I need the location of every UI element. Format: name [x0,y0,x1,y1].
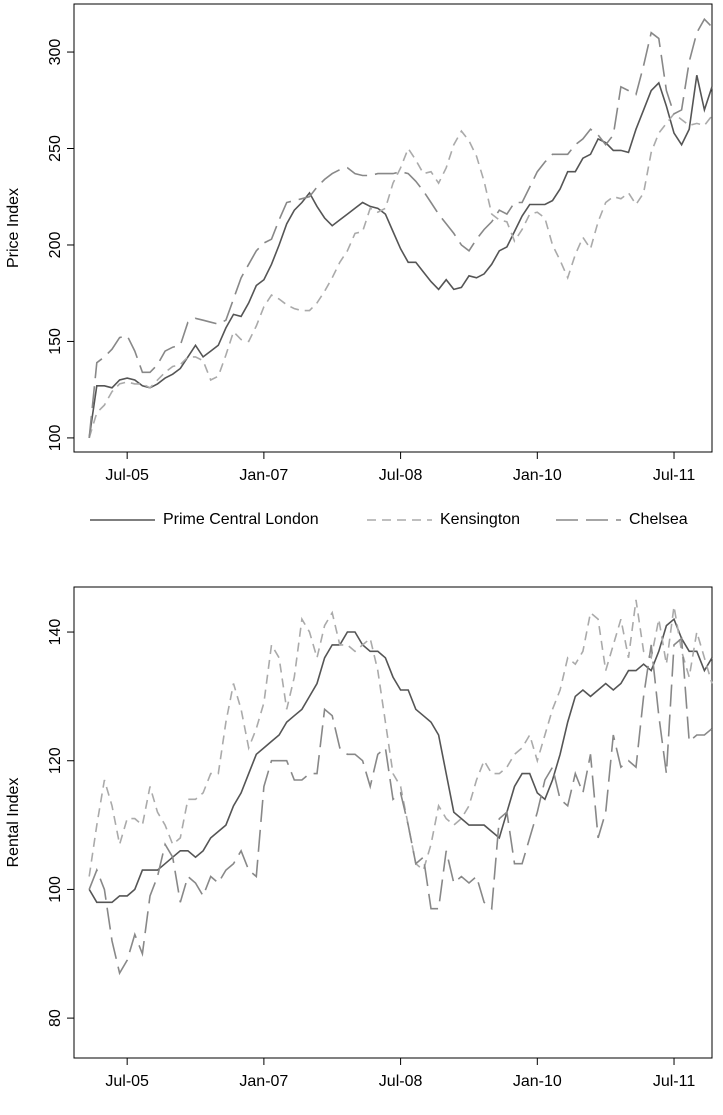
y-tick-label: 80 [47,1009,64,1027]
x-tick-label: Jul-08 [379,1073,423,1090]
data-line [88,636,713,976]
data-line [88,17,713,438]
x-tick-label: Jul-05 [105,1073,149,1090]
y-tick-label: 150 [47,328,64,355]
x-tick-label: Jan-10 [513,1073,562,1090]
y-tick-label: 250 [47,135,64,162]
plot-frame [73,3,713,453]
data-line [88,75,713,439]
x-tick-label: Jan-07 [239,1073,288,1090]
x-tick-label: Jan-07 [239,467,288,484]
y-tick-label: 200 [47,232,64,259]
data-line [88,617,713,904]
data-line [88,599,713,877]
x-tick-label: Jul-08 [379,467,423,484]
legend-label: Chelsea [629,511,688,528]
y-axis-title: Price Index [5,188,22,268]
plot-frame [73,586,713,1059]
y-tick-label: 100 [47,876,64,903]
legend-label: Kensington [440,511,520,528]
x-tick-label: Jan-10 [513,467,562,484]
y-tick-label: 300 [47,39,64,66]
x-tick-label: Jul-11 [653,1073,695,1090]
legend-label: Prime Central London [163,511,319,528]
y-tick-label: 100 [47,424,64,451]
x-tick-label: Jul-11 [653,467,695,484]
x-tick-label: Jul-05 [105,467,149,484]
y-axis-title: Rental Index [5,778,22,868]
y-tick-label: 140 [47,619,64,646]
data-line [88,112,713,439]
y-tick-label: 120 [47,747,64,774]
